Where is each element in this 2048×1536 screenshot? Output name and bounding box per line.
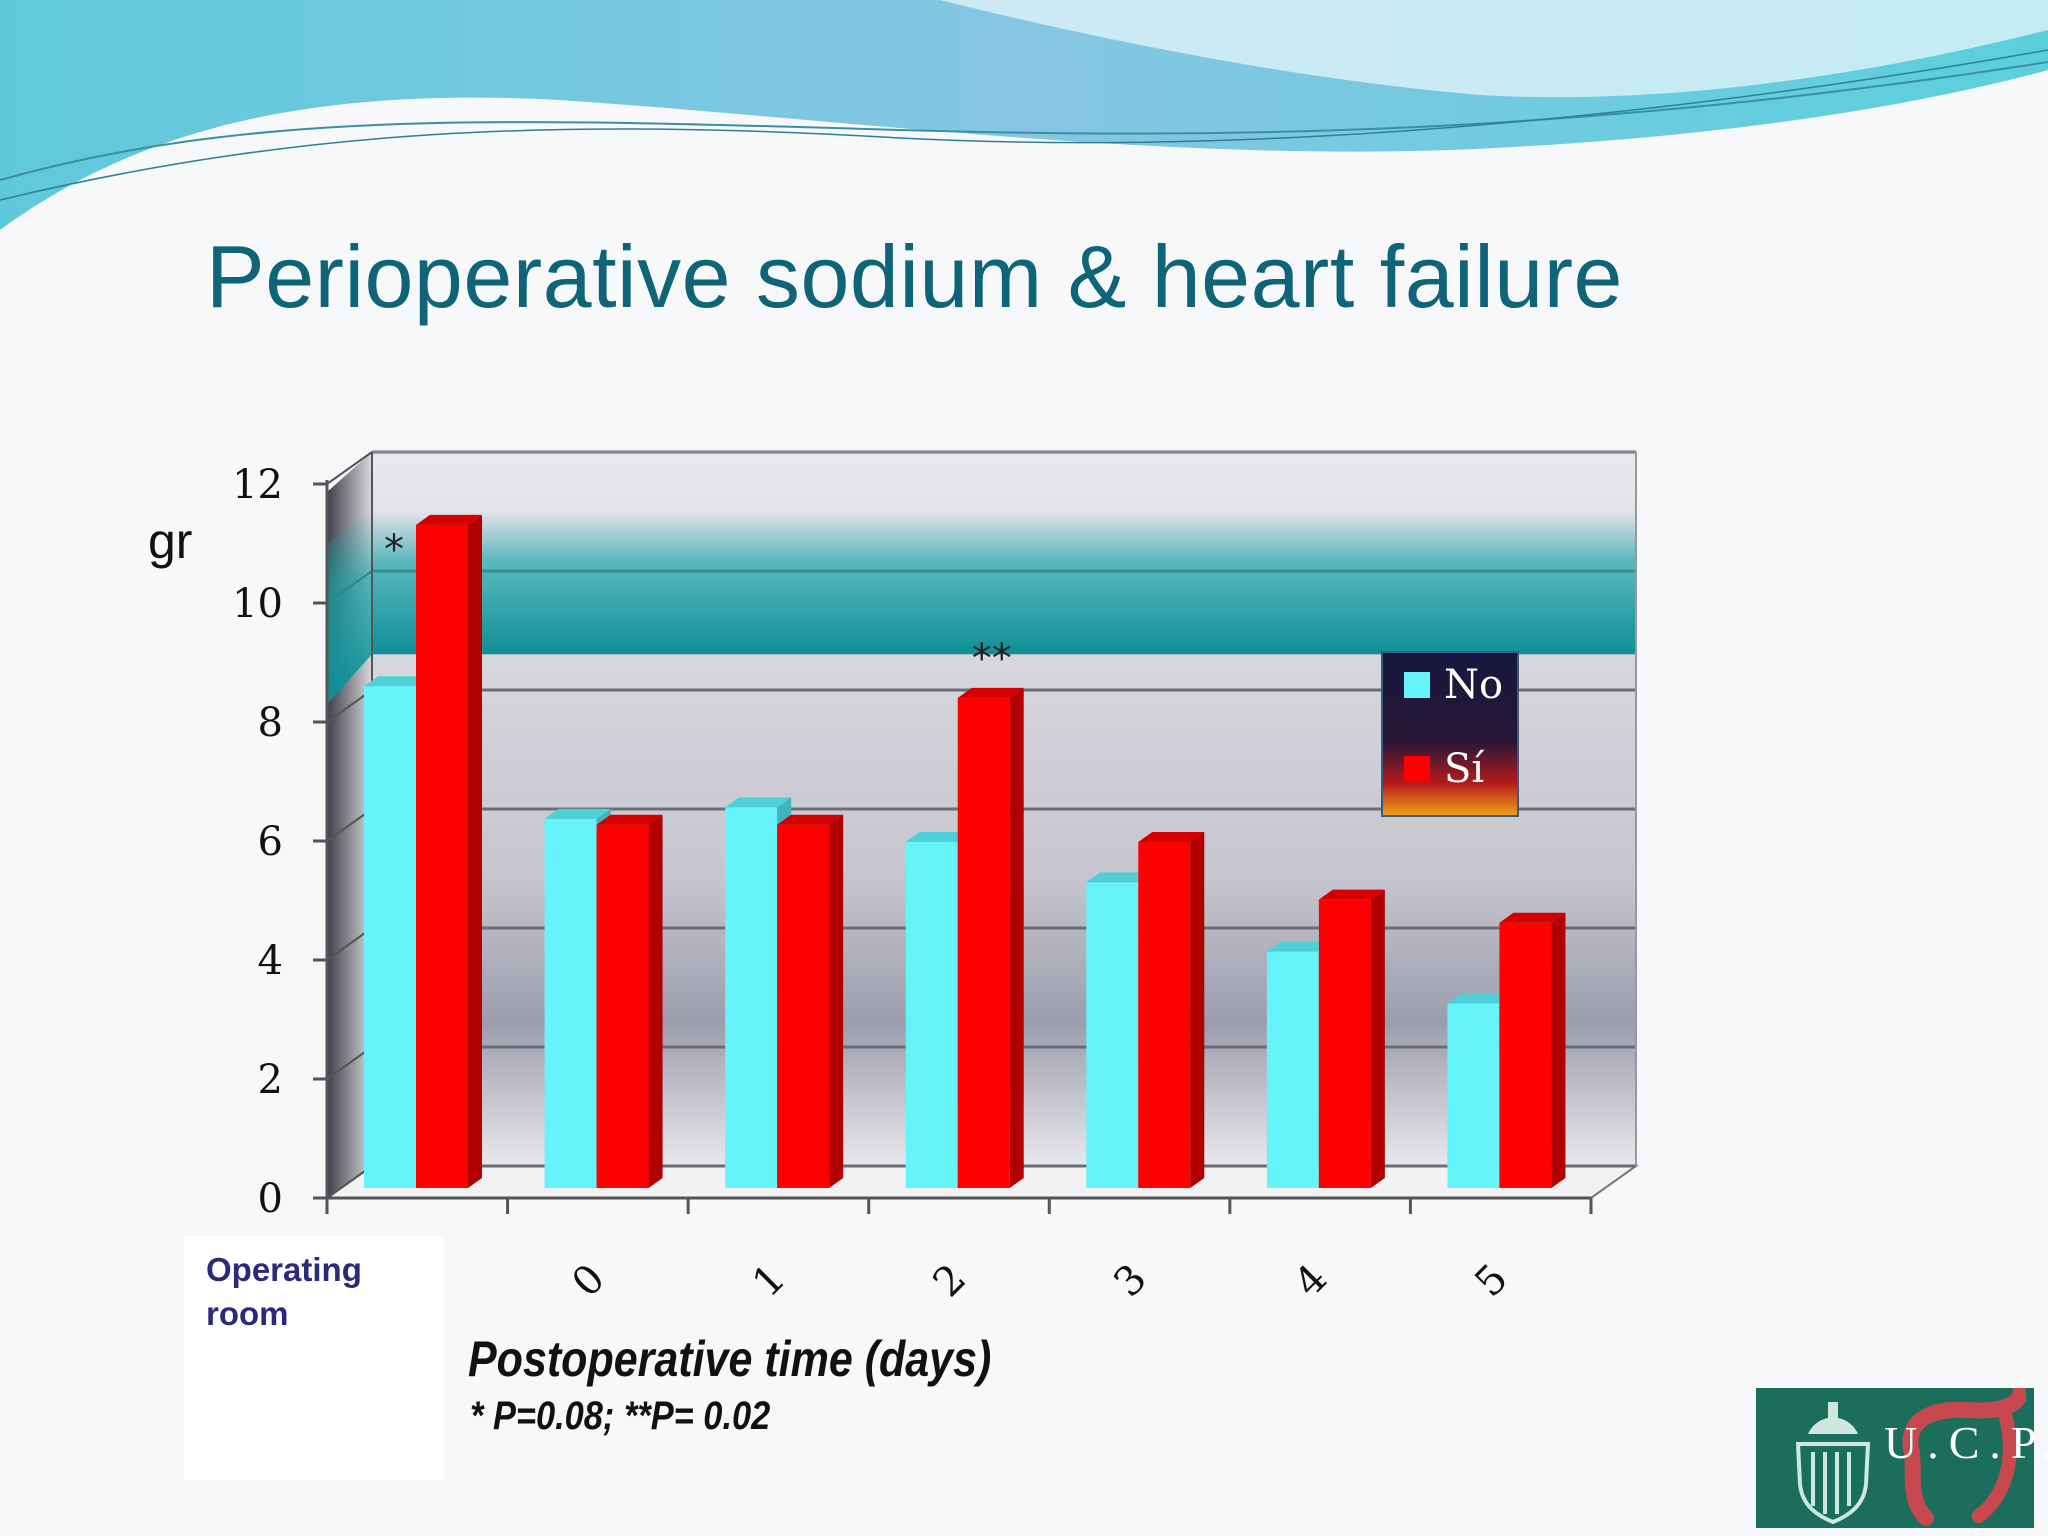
annotations: *** (384, 527, 1012, 682)
x-tick-label: 3 (1105, 1256, 1156, 1307)
bar-top (1086, 872, 1153, 883)
slide-title: Perioperative sodium & heart failure (206, 227, 1623, 326)
logo-text: U.C.P. (1884, 1417, 2048, 1468)
bar (777, 814, 844, 1188)
bar-top (1138, 832, 1205, 842)
bar-top (1447, 993, 1514, 1004)
bar-top (957, 687, 1024, 698)
bar-side (1009, 687, 1024, 1188)
bar (957, 687, 1024, 1188)
bar-side (1370, 889, 1385, 1188)
bar-front (416, 524, 468, 1188)
bar-top (1266, 941, 1333, 952)
x-tick-label: 1 (744, 1256, 795, 1307)
p-value-note: * P=0.08; **P= 0.02 (470, 1394, 771, 1438)
y-tick-label: 10 (232, 581, 283, 627)
bar (1499, 912, 1566, 1188)
bar (1138, 832, 1205, 1188)
x-tick-label: 0 (563, 1256, 614, 1307)
bar-side (468, 514, 482, 1188)
teal-band (327, 511, 1636, 705)
legend-label: Sí (1444, 746, 1485, 792)
legend-swatch (1404, 672, 1430, 698)
teal-band-side (327, 511, 372, 705)
colon-icon (1902, 1388, 2026, 1526)
bar-front (957, 697, 1010, 1188)
bar-top (596, 814, 663, 825)
bar-front (1447, 1003, 1500, 1188)
bar-front (777, 824, 830, 1188)
bar-front (905, 842, 958, 1188)
bar (1318, 889, 1385, 1188)
bar-top (364, 676, 430, 687)
x-tick-label: 2 (925, 1256, 976, 1307)
legend: No Sí (1381, 651, 1519, 817)
bar-front (544, 818, 597, 1188)
operating-room-box (184, 1236, 444, 1480)
bar-side (829, 814, 844, 1188)
gridline-side (326, 451, 373, 485)
y-tick-label: 6 (258, 819, 283, 865)
bar-front (1086, 882, 1139, 1188)
bar-top (905, 832, 972, 842)
bar-front (1499, 922, 1552, 1188)
bar-top (1499, 912, 1566, 923)
bar-front (364, 686, 416, 1188)
teal-band-back (372, 511, 1636, 655)
significance-mark: * (384, 527, 404, 573)
legend-label: No (1444, 662, 1503, 708)
y-tick-label: 4 (258, 938, 283, 984)
x-axis-title: Postoperative time (days) (468, 1331, 992, 1387)
significance-mark: ** (972, 636, 1012, 682)
y-tick-label: 2 (258, 1057, 283, 1103)
y-tick-label: 12 (232, 462, 283, 508)
bar-top (1318, 889, 1385, 900)
bar-top (725, 797, 792, 808)
ucp-logo: U.C.P. (1756, 1388, 2048, 1528)
bar-side (1190, 832, 1205, 1188)
y-axis-unit: gr (148, 513, 193, 569)
bar-front (1138, 842, 1191, 1188)
bar-front (596, 824, 649, 1188)
legend-swatch (1404, 756, 1430, 782)
bar-top (777, 814, 844, 825)
bars (364, 514, 1566, 1188)
header-wave (0, 0, 2048, 230)
bar-front (1318, 899, 1371, 1188)
bar-side (648, 814, 663, 1188)
bar-front (725, 807, 778, 1188)
y-tick-label: 0 (258, 1176, 283, 1222)
bar-front (1266, 951, 1319, 1188)
operating-room-label: Operating room (206, 1251, 362, 1332)
x-tick-label: 4 (1286, 1256, 1337, 1307)
bar-top (416, 514, 482, 525)
bar-top (544, 808, 611, 819)
bar (1086, 872, 1153, 1188)
bar (596, 814, 663, 1188)
bar (416, 514, 482, 1188)
crest-icon (1795, 1402, 1871, 1524)
y-tick-label: 8 (258, 700, 283, 746)
x-tick-label: 5 (1466, 1256, 1517, 1307)
bar-side (1551, 912, 1566, 1188)
